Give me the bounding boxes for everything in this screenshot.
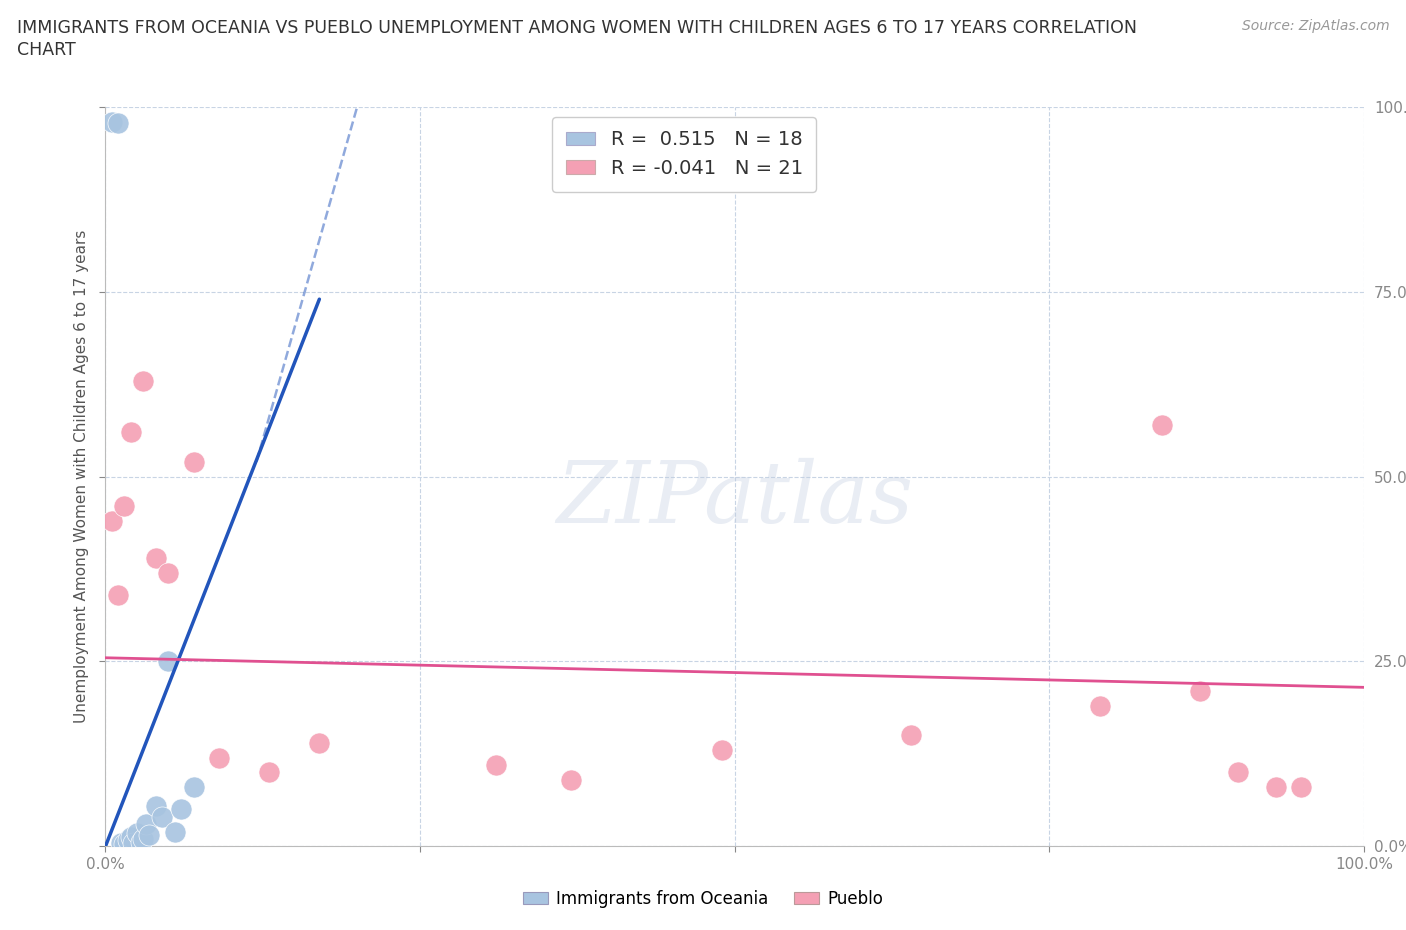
Point xyxy=(120,425,142,440)
Point xyxy=(157,654,180,669)
Point xyxy=(183,455,205,470)
Point xyxy=(129,834,152,849)
Text: ZIPatlas: ZIPatlas xyxy=(555,458,914,540)
Point xyxy=(145,551,167,565)
Point xyxy=(1152,418,1174,432)
Point xyxy=(900,728,922,743)
Point xyxy=(145,798,167,813)
Text: IMMIGRANTS FROM OCEANIA VS PUEBLO UNEMPLOYMENT AMONG WOMEN WITH CHILDREN AGES 6 : IMMIGRANTS FROM OCEANIA VS PUEBLO UNEMPL… xyxy=(17,19,1137,36)
Point xyxy=(122,836,145,851)
Point xyxy=(484,758,506,773)
Legend: R =  0.515   N = 18, R = -0.041   N = 21: R = 0.515 N = 18, R = -0.041 N = 21 xyxy=(553,116,817,192)
Point xyxy=(150,809,173,824)
Legend: Immigrants from Oceania, Pueblo: Immigrants from Oceania, Pueblo xyxy=(516,883,890,914)
Point xyxy=(308,736,330,751)
Point xyxy=(112,837,135,852)
Y-axis label: Unemployment Among Women with Children Ages 6 to 17 years: Unemployment Among Women with Children A… xyxy=(73,230,89,724)
Point xyxy=(183,779,205,794)
Point xyxy=(170,802,193,817)
Point xyxy=(125,826,148,841)
Point xyxy=(100,513,122,528)
Point xyxy=(1289,779,1312,794)
Point xyxy=(257,764,280,779)
Point xyxy=(157,565,180,580)
Point xyxy=(107,115,129,130)
Text: CHART: CHART xyxy=(17,41,76,59)
Text: Source: ZipAtlas.com: Source: ZipAtlas.com xyxy=(1241,19,1389,33)
Point xyxy=(1189,684,1212,698)
Point xyxy=(711,743,734,758)
Point xyxy=(120,830,142,844)
Point xyxy=(110,835,132,850)
Point xyxy=(117,833,139,848)
Point xyxy=(132,831,155,846)
Point xyxy=(100,114,122,129)
Point xyxy=(112,498,135,513)
Point xyxy=(138,828,160,843)
Point xyxy=(1264,779,1286,794)
Point xyxy=(135,817,157,831)
Point xyxy=(560,772,582,787)
Point xyxy=(163,824,186,839)
Point xyxy=(107,588,129,603)
Point xyxy=(208,751,231,765)
Point xyxy=(1088,698,1111,713)
Point xyxy=(1226,764,1249,779)
Point xyxy=(132,373,155,388)
